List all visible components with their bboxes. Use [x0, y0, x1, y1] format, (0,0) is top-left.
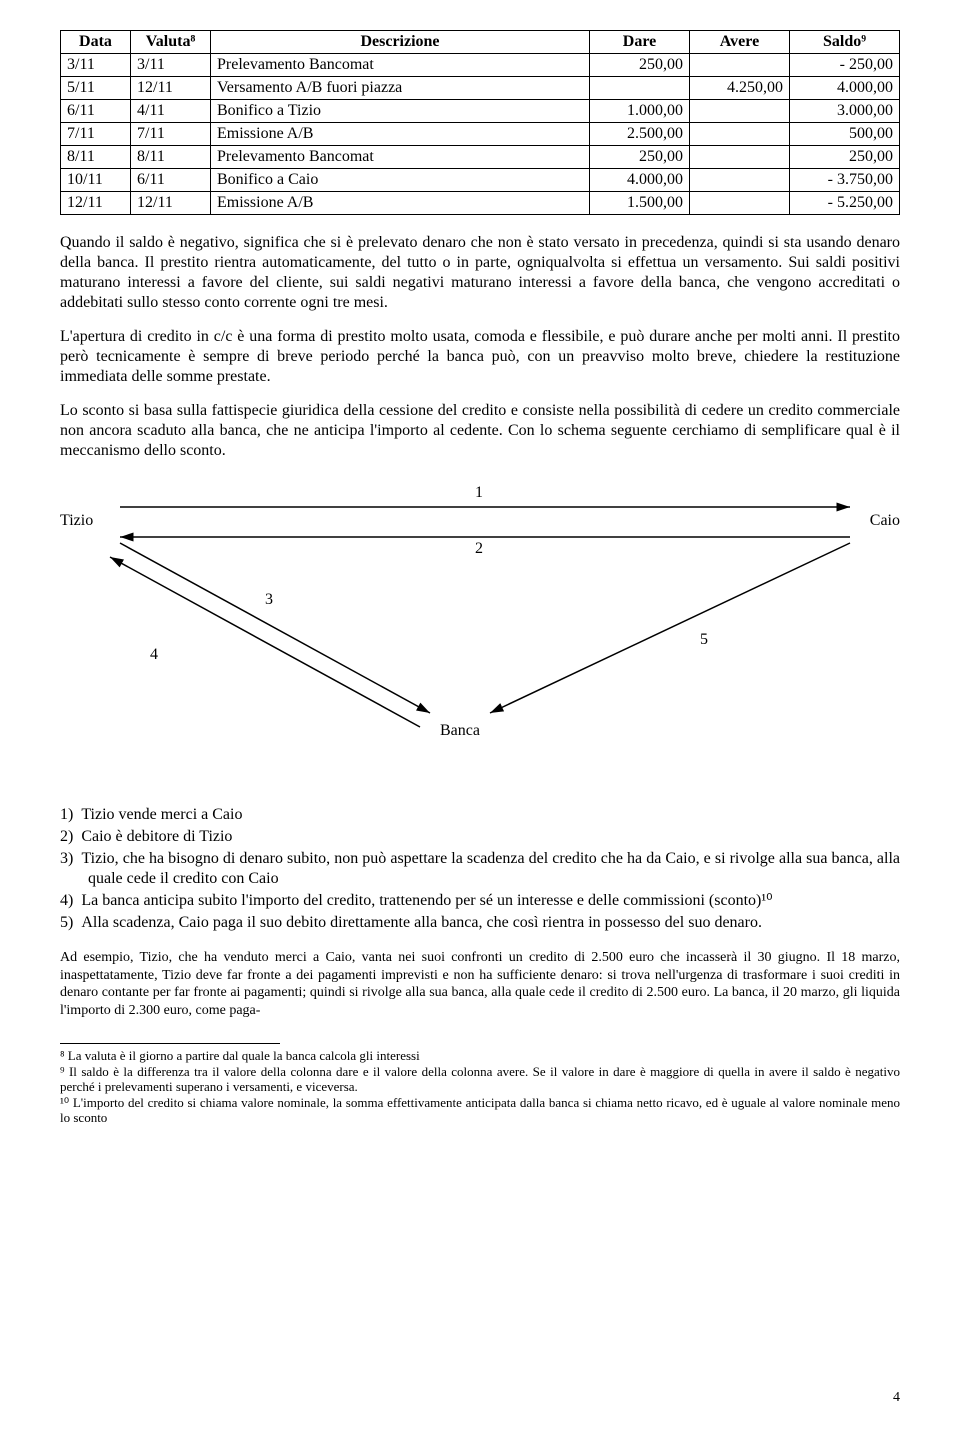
- table-cell: 12/11: [61, 192, 131, 215]
- footnote-9: ⁹ Il saldo è la differenza tra il valore…: [60, 1064, 900, 1095]
- footnote-10: ¹⁰ L'importo del credito si chiama valor…: [60, 1095, 900, 1126]
- table-cell: 4.250,00: [690, 77, 790, 100]
- table-cell: 2.500,00: [590, 123, 690, 146]
- table-cell: 8/11: [131, 146, 211, 169]
- paragraph-1: Quando il saldo è negativo, significa ch…: [60, 233, 900, 313]
- table-cell: 500,00: [790, 123, 900, 146]
- table-cell: 1.500,00: [590, 192, 690, 215]
- label-banca: Banca: [440, 721, 480, 741]
- table-cell: 7/11: [61, 123, 131, 146]
- table-cell: - 250,00: [790, 54, 900, 77]
- table-cell: 250,00: [590, 146, 690, 169]
- label-2: 2: [475, 539, 483, 559]
- table-cell: Bonifico a Tizio: [211, 100, 590, 123]
- table-cell: 7/11: [131, 123, 211, 146]
- table-cell: 250,00: [790, 146, 900, 169]
- table-cell: [690, 123, 790, 146]
- list-item: 5) Alla scadenza, Caio paga il suo debit…: [60, 913, 900, 933]
- table-cell: [690, 54, 790, 77]
- paragraph-3: Lo sconto si basa sulla fattispecie giur…: [60, 401, 900, 461]
- col-dare: Dare: [590, 31, 690, 54]
- table-cell: 4.000,00: [590, 169, 690, 192]
- table-cell: Bonifico a Caio: [211, 169, 590, 192]
- diagram-svg: [60, 475, 900, 775]
- table-cell: Prelevamento Bancomat: [211, 146, 590, 169]
- table-cell: 3/11: [61, 54, 131, 77]
- table-row: 7/117/11Emissione A/B2.500,00500,00: [61, 123, 900, 146]
- table-cell: [690, 192, 790, 215]
- footnote-8: ⁸ La valuta è il giorno a partire dal qu…: [60, 1048, 900, 1064]
- numbered-list: 1) Tizio vende merci a Caio 2) Caio è de…: [60, 805, 900, 933]
- table-row: 3/113/11Prelevamento Bancomat250,00- 250…: [61, 54, 900, 77]
- list-item: 2) Caio è debitore di Tizio: [60, 827, 900, 847]
- paragraph-2: L'apertura di credito in c/c è una forma…: [60, 327, 900, 387]
- table-cell: 4/11: [131, 100, 211, 123]
- table-row: 12/1112/11Emissione A/B1.500,00- 5.250,0…: [61, 192, 900, 215]
- table-cell: - 5.250,00: [790, 192, 900, 215]
- table-cell: [690, 169, 790, 192]
- col-saldo: Saldo⁹: [790, 31, 900, 54]
- col-data: Data: [61, 31, 131, 54]
- table-cell: 12/11: [131, 192, 211, 215]
- col-valuta: Valuta⁸: [131, 31, 211, 54]
- table-cell: 10/11: [61, 169, 131, 192]
- table-cell: Emissione A/B: [211, 192, 590, 215]
- label-tizio: Tizio: [60, 511, 93, 531]
- label-4: 4: [150, 645, 158, 665]
- table-cell: [590, 77, 690, 100]
- table-cell: 1.000,00: [590, 100, 690, 123]
- table-cell: [690, 100, 790, 123]
- table-cell: 3.000,00: [790, 100, 900, 123]
- table-cell: - 3.750,00: [790, 169, 900, 192]
- label-1: 1: [475, 483, 483, 503]
- table-cell: [690, 146, 790, 169]
- footnote-separator: [60, 1043, 280, 1044]
- list-item: 1) Tizio vende merci a Caio: [60, 805, 900, 825]
- table-cell: Versamento A/B fuori piazza: [211, 77, 590, 100]
- statement-table: Data Valuta⁸ Descrizione Dare Avere Sald…: [60, 30, 900, 215]
- table-cell: 8/11: [61, 146, 131, 169]
- example-paragraph: Ad esempio, Tizio, che ha venduto merci …: [60, 949, 900, 1019]
- page-number: 4: [893, 1389, 900, 1407]
- table-row: 8/118/11Prelevamento Bancomat250,00250,0…: [61, 146, 900, 169]
- table-cell: 3/11: [131, 54, 211, 77]
- label-3: 3: [265, 590, 273, 610]
- table-row: 6/114/11Bonifico a Tizio1.000,00 3.000,00: [61, 100, 900, 123]
- col-descrizione: Descrizione: [211, 31, 590, 54]
- label-5: 5: [700, 630, 708, 650]
- table-cell: 12/11: [131, 77, 211, 100]
- table-cell: Prelevamento Bancomat: [211, 54, 590, 77]
- list-item: 3) Tizio, che ha bisogno di denaro subit…: [60, 849, 900, 889]
- table-cell: 250,00: [590, 54, 690, 77]
- list-item: 4) La banca anticipa subito l'importo de…: [60, 891, 900, 911]
- table-cell: 6/11: [61, 100, 131, 123]
- sconto-diagram: Tizio Caio Banca 1 2 3 4 5: [60, 475, 900, 775]
- table-row: 10/116/11Bonifico a Caio4.000,00 - 3.750,…: [61, 169, 900, 192]
- table-row: 5/1112/11Versamento A/B fuori piazza 4.25…: [61, 77, 900, 100]
- col-avere: Avere: [690, 31, 790, 54]
- table-cell: 6/11: [131, 169, 211, 192]
- table-cell: 4.000,00: [790, 77, 900, 100]
- table-cell: Emissione A/B: [211, 123, 590, 146]
- label-caio: Caio: [870, 511, 900, 531]
- table-cell: 5/11: [61, 77, 131, 100]
